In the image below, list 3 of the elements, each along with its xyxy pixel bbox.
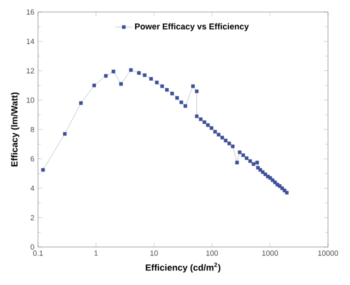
y-axis-title: Efficacy (lm/Watt) xyxy=(10,92,20,166)
legend-label: Power Efficacy vs Efficiency xyxy=(135,23,249,32)
x-axis-title: Efficiency (cd/m$^{2}$) xyxy=(146,262,220,272)
